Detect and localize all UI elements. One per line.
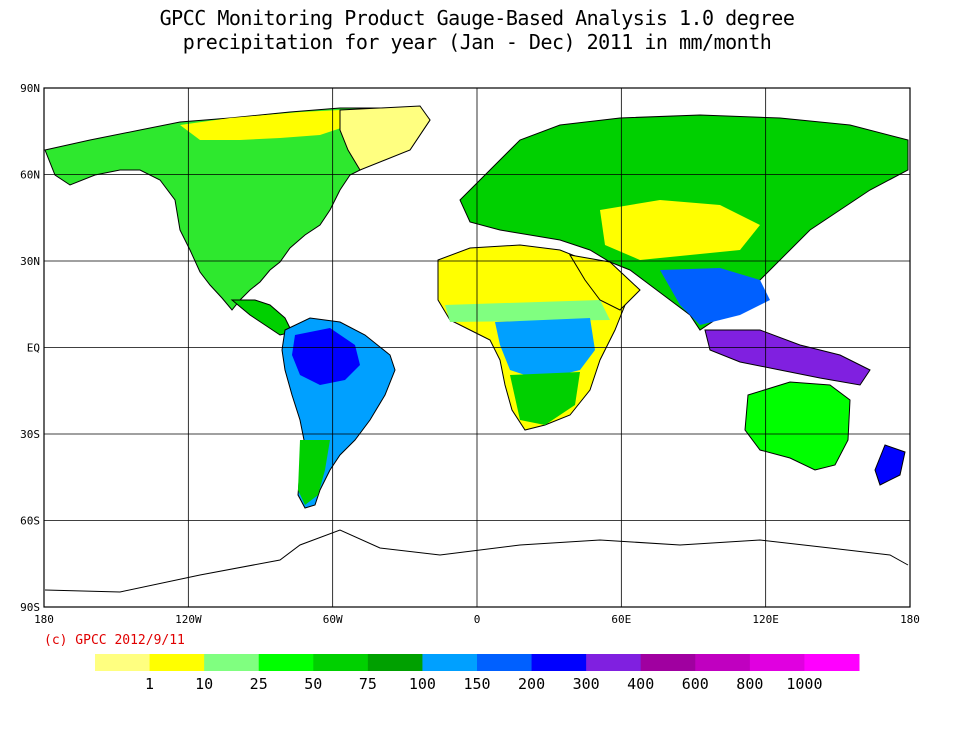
colorbar-label: 150: [463, 675, 490, 693]
colorbar-label: 200: [518, 675, 545, 693]
arabia-dry-zone: [569, 254, 641, 311]
colorbar-label: 800: [736, 675, 763, 693]
lat-tick-label: 90N: [20, 82, 40, 95]
lon-tick-label: 60E: [611, 613, 631, 626]
lon-tick-label: 0: [474, 613, 481, 626]
colorbar-swatch: [149, 654, 205, 671]
colorbar-swatch: [313, 654, 369, 671]
new-zealand-landmass: [874, 444, 906, 486]
colorbar-swatch: [204, 654, 260, 671]
central-africa-zone: [495, 318, 595, 380]
lat-tick-label: 90S: [20, 601, 40, 614]
lat-tick-label: 30S: [20, 428, 40, 441]
greenland-landmass: [339, 105, 431, 171]
central-asia-dry-zone: [600, 200, 760, 260]
amazon-wet-zone: [292, 328, 360, 385]
patagonia-zone: [298, 440, 330, 505]
colorbar-swatch: [640, 654, 696, 671]
map-grid: [43, 87, 911, 608]
copyright-note: (c) GPCC 2012/9/11: [44, 633, 185, 648]
title-line-1: GPCC Monitoring Product Gauge-Based Anal…: [159, 6, 795, 30]
lon-tick-label: 180: [34, 613, 54, 626]
colorbar-swatch: [477, 654, 533, 671]
colorbar-swatch: [258, 654, 314, 671]
colorbar-swatch: [367, 654, 423, 671]
colorbar-label: 100: [409, 675, 436, 693]
colorbar-swatch: [95, 654, 151, 671]
colorbar-label: 75: [359, 675, 377, 693]
arctic-dry-zone: [180, 110, 350, 140]
colorbar: 1 10 25 50 75 100 150 200 300 400 600 800 1000: [95, 654, 860, 693]
colorbar-label: 400: [627, 675, 654, 693]
north-america-landmass: [44, 107, 431, 311]
colorbar-swatch: [804, 654, 860, 671]
sahel-zone: [445, 300, 610, 322]
lon-tick-label: 60W: [323, 613, 343, 626]
south-asia-wet-zone: [660, 268, 770, 325]
lat-tick-label: 30N: [20, 255, 40, 268]
lat-tick-label: 60N: [20, 169, 40, 182]
lat-tick-label: EQ: [27, 342, 40, 355]
colorbar-label: 1: [145, 675, 154, 693]
colorbar-label: 10: [195, 675, 213, 693]
southern-africa-zone: [510, 372, 580, 425]
central-america-landmass: [230, 299, 293, 336]
antarctica-outline: [44, 529, 909, 593]
colorbar-label: 25: [250, 675, 268, 693]
title-line-2: precipitation for year (Jan - Dec) 2011 …: [182, 30, 772, 54]
colorbar-swatch: [422, 654, 478, 671]
lon-tick-label: 180: [900, 613, 920, 626]
australia-landmass: [744, 381, 851, 471]
lat-tick-label: 60S: [20, 515, 40, 528]
colorbar-label: 50: [304, 675, 322, 693]
colorbar-swatch: [749, 654, 805, 671]
colorbar-swatch: [695, 654, 751, 671]
colorbar-label: 300: [573, 675, 600, 693]
colorbar-swatch: [531, 654, 587, 671]
chart-title: GPCC Monitoring Product Gauge-Based Anal…: [0, 6, 954, 54]
colorbar-swatch: [586, 654, 642, 671]
lon-tick-label: 120E: [752, 613, 779, 626]
colorbar-label: 1000: [786, 675, 822, 693]
land-fill: [44, 105, 909, 593]
colorbar-label: 600: [682, 675, 709, 693]
maritime-continent-landmass: [704, 329, 871, 386]
lon-tick-label: 120W: [175, 613, 202, 626]
